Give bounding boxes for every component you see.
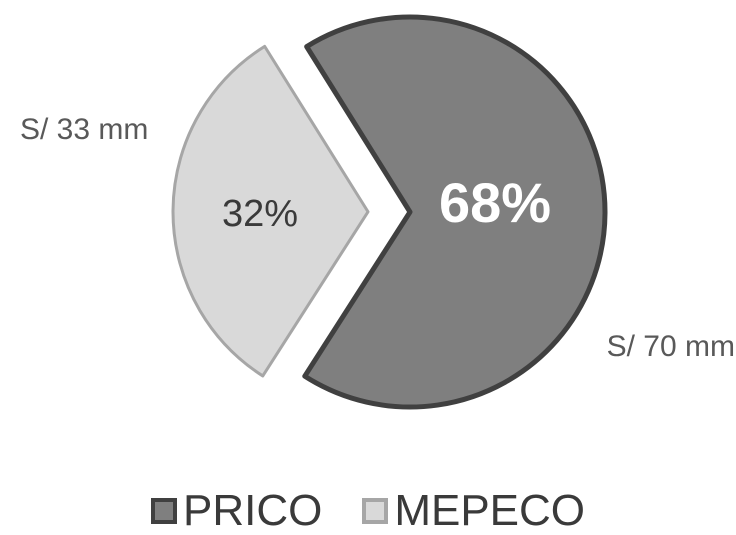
- value-label-prico: S/ 70 mm: [607, 330, 735, 363]
- legend-item-prico: PRICO: [150, 486, 323, 535]
- legend: PRICO MEPECO: [0, 488, 736, 534]
- legend-swatch-mepeco: [362, 498, 389, 524]
- legend-item-mepeco: MEPECO: [362, 489, 585, 533]
- legend-swatch-prico: [150, 498, 177, 524]
- pie-slice-mepeco: [171, 44, 370, 378]
- percent-label-mepeco: 32%: [222, 193, 298, 235]
- legend-label-mepeco: MEPECO: [394, 486, 586, 535]
- value-label-mepeco: S/ 33 mm: [20, 113, 148, 146]
- percent-label-prico: 68%: [439, 171, 551, 234]
- legend-label-prico: PRICO: [182, 486, 323, 535]
- pie-slice-prico: [302, 14, 608, 410]
